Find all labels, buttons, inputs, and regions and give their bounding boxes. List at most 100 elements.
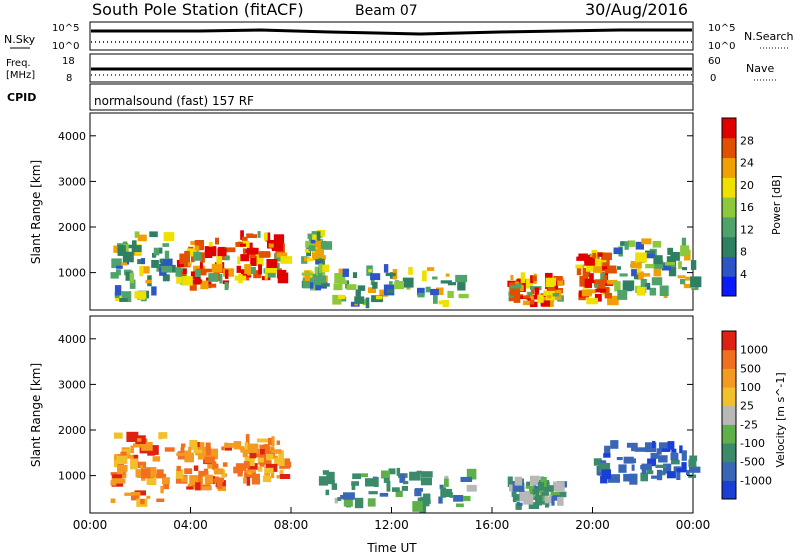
power-colorbar-swatch bbox=[722, 177, 736, 198]
power-echo-cell bbox=[651, 277, 663, 286]
velocity-echo-cell bbox=[130, 458, 138, 470]
velocity-echo-cell bbox=[686, 470, 690, 476]
power-echo-cell bbox=[509, 282, 515, 286]
velocity-colorbar: 1000 500 100 25 -25 -100 -500 -1000 bbox=[721, 330, 772, 500]
velocity-colorbar-swatch bbox=[722, 443, 736, 463]
power-echo-cell bbox=[317, 271, 323, 281]
velocity-echo-cell bbox=[270, 455, 278, 460]
power-echo-cell bbox=[508, 292, 516, 302]
velocity-echo-cell bbox=[193, 465, 199, 471]
power-echo-cell bbox=[139, 266, 144, 277]
velocity-echo-cell bbox=[117, 468, 124, 479]
velocity-y-tick-label: 2000 bbox=[58, 424, 86, 437]
power-echo-cell bbox=[367, 287, 376, 293]
power-echo-cell bbox=[631, 269, 637, 277]
power-echo-cell bbox=[617, 289, 628, 300]
power-echo-cell bbox=[187, 262, 192, 267]
power-echo-cell bbox=[304, 248, 311, 253]
power-echo-cell bbox=[190, 271, 199, 279]
power-echo-cell bbox=[304, 270, 311, 282]
velocity-colorbar-swatch bbox=[722, 424, 736, 444]
velocity-colorbar-tick: -1000 bbox=[740, 474, 772, 487]
velocity-echo-cell bbox=[161, 432, 168, 439]
power-echo-cell bbox=[594, 294, 602, 302]
velocity-echo-cell bbox=[453, 495, 464, 502]
velocity-echo-cell bbox=[552, 493, 559, 501]
power-echo-cell bbox=[342, 268, 349, 277]
velocity-echo-cell bbox=[651, 475, 659, 479]
power-echo-cell bbox=[545, 277, 556, 288]
velocity-y-tick-label: 4000 bbox=[58, 333, 86, 346]
velocity-echo-cell bbox=[543, 485, 554, 492]
nsearch-tick-high: 10^5 bbox=[708, 23, 735, 34]
power-echo-cell bbox=[305, 240, 315, 248]
power-echo-cell bbox=[199, 261, 203, 270]
velocity-x-tick-label: 08:00 bbox=[274, 518, 309, 532]
velocity-echo-cell bbox=[189, 439, 198, 450]
power-echo-cell bbox=[257, 231, 261, 238]
velocity-y-ticks: 1000 2000 3000 4000 bbox=[58, 333, 693, 483]
velocity-colorbar-swatch bbox=[722, 405, 736, 425]
velocity-echo-cell bbox=[604, 445, 611, 456]
power-echo-cell bbox=[630, 261, 642, 269]
velocity-echo-cell bbox=[233, 441, 242, 450]
power-echo-cell bbox=[190, 240, 199, 245]
power-echo-cell bbox=[263, 232, 268, 241]
velocity-echo-cell bbox=[186, 486, 194, 490]
velocity-echo-cell bbox=[164, 447, 175, 452]
power-echo-cell bbox=[273, 234, 285, 244]
velocity-echo-cell bbox=[244, 442, 248, 450]
power-echo-cell bbox=[258, 264, 262, 275]
velocity-echo-cell bbox=[351, 481, 359, 486]
power-echo-cell bbox=[509, 286, 521, 296]
velocity-echo-cell bbox=[374, 477, 379, 487]
velocity-echo-cell bbox=[204, 456, 215, 464]
velocity-echo-cell bbox=[658, 455, 668, 463]
velocity-echo-cell bbox=[145, 467, 157, 477]
power-echo-cell bbox=[433, 294, 438, 304]
velocity-echo-cell bbox=[667, 441, 675, 450]
velocity-echo-cell bbox=[216, 481, 223, 489]
date-label: 30/Aug/2016 bbox=[585, 0, 688, 19]
velocity-echo-cell bbox=[540, 493, 545, 501]
velocity-echo-cell bbox=[641, 466, 647, 474]
power-echo-cell bbox=[554, 285, 559, 289]
velocity-echo-cell bbox=[221, 473, 226, 478]
power-colorbar-tick: 24 bbox=[740, 157, 754, 170]
power-echo-cell bbox=[113, 245, 121, 253]
power-echo-region bbox=[613, 237, 702, 300]
station-title: South Pole Station (fitACF) bbox=[92, 0, 304, 19]
power-echo-cell bbox=[223, 268, 234, 277]
velocity-echo-cell bbox=[176, 452, 187, 456]
velocity-echo-cell bbox=[110, 480, 117, 486]
power-echo-cell bbox=[137, 259, 142, 265]
velocity-echo-cell bbox=[278, 450, 284, 459]
power-echo-cell bbox=[334, 273, 346, 283]
nsky-tick-low: 10^0 bbox=[52, 41, 79, 52]
velocity-echo-region bbox=[507, 475, 567, 510]
power-echo-cell bbox=[576, 265, 582, 276]
power-echo-cell bbox=[145, 279, 152, 284]
velocity-echo-cell bbox=[640, 472, 648, 482]
power-echo-region bbox=[175, 237, 236, 291]
power-colorbar-label: Power [dB] bbox=[770, 175, 783, 235]
power-echo-cell bbox=[594, 252, 603, 257]
power-echo-cell bbox=[182, 276, 193, 286]
velocity-echo-cell bbox=[535, 495, 543, 506]
velocity-echo-cell bbox=[660, 470, 666, 476]
power-echo-cell bbox=[440, 280, 452, 284]
velocity-echo-cell bbox=[618, 464, 627, 473]
velocity-echo-cell bbox=[438, 496, 443, 504]
power-echo-cell bbox=[653, 255, 663, 265]
velocity-echo-cell bbox=[266, 453, 274, 460]
power-echo-cell bbox=[110, 272, 119, 279]
velocity-echo-cell bbox=[343, 497, 353, 507]
power-echo-cell bbox=[321, 283, 330, 287]
power-echo-cell bbox=[690, 260, 697, 270]
power-echo-cell bbox=[645, 263, 657, 269]
velocity-echo-cell bbox=[517, 502, 523, 506]
power-colorbar-swatch bbox=[722, 276, 736, 297]
velocity-echo-cell bbox=[529, 475, 540, 486]
power-colorbar-tick: 8 bbox=[740, 246, 747, 259]
power-echo-cell bbox=[122, 251, 134, 263]
